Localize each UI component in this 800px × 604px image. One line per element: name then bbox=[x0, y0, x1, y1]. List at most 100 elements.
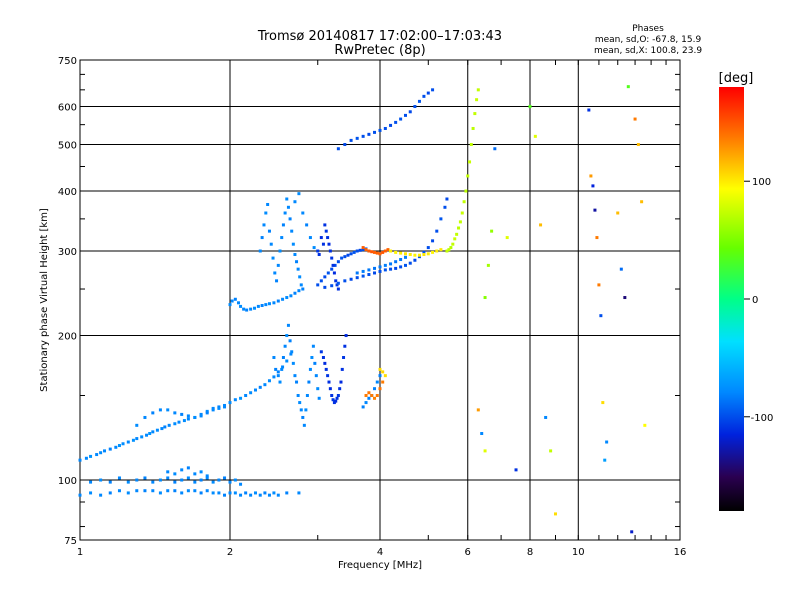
data-point bbox=[155, 428, 159, 432]
data-point bbox=[343, 279, 347, 283]
data-point bbox=[249, 391, 253, 395]
data-point bbox=[361, 246, 365, 250]
data-point bbox=[383, 268, 387, 272]
data-point bbox=[293, 200, 297, 204]
data-point bbox=[321, 356, 325, 359]
data-point bbox=[223, 476, 227, 480]
data-point bbox=[483, 449, 487, 453]
data-point bbox=[177, 420, 181, 424]
data-point bbox=[457, 226, 461, 230]
data-point bbox=[471, 126, 475, 130]
data-point bbox=[338, 387, 342, 391]
data-point bbox=[151, 430, 155, 434]
data-point bbox=[117, 444, 121, 448]
data-point bbox=[361, 274, 365, 278]
data-point bbox=[217, 478, 221, 482]
data-point bbox=[394, 266, 398, 270]
data-point bbox=[364, 394, 368, 398]
data-point bbox=[233, 478, 237, 482]
data-point bbox=[364, 248, 368, 252]
data-point bbox=[370, 394, 374, 398]
data-point bbox=[304, 408, 308, 412]
data-point bbox=[263, 491, 267, 495]
data-point bbox=[89, 480, 93, 484]
data-point bbox=[514, 468, 518, 472]
data-point bbox=[403, 113, 407, 117]
data-point bbox=[417, 99, 421, 103]
data-point bbox=[469, 143, 473, 147]
data-point bbox=[258, 249, 262, 253]
data-point bbox=[375, 394, 379, 398]
data-point bbox=[256, 304, 260, 308]
data-point bbox=[295, 380, 299, 384]
data-point bbox=[163, 425, 167, 429]
data-point bbox=[253, 306, 257, 310]
data-point bbox=[431, 88, 435, 92]
data-point bbox=[199, 470, 203, 474]
data-point bbox=[289, 294, 293, 298]
data-point bbox=[439, 248, 443, 252]
data-point bbox=[549, 449, 553, 453]
data-point bbox=[288, 339, 292, 343]
data-point bbox=[193, 489, 197, 493]
x-tick-label: 4 bbox=[377, 547, 383, 558]
data-point bbox=[643, 423, 647, 427]
data-point bbox=[211, 480, 215, 484]
data-point bbox=[403, 263, 407, 267]
data-point bbox=[223, 493, 227, 497]
data-point bbox=[361, 405, 365, 409]
data-point bbox=[378, 269, 382, 273]
data-point bbox=[544, 415, 548, 419]
colorbar-tick-label: 100 bbox=[752, 177, 771, 188]
data-point bbox=[217, 491, 221, 495]
data-point bbox=[272, 356, 276, 359]
data-point bbox=[205, 489, 209, 493]
data-point bbox=[180, 412, 184, 416]
data-point bbox=[399, 258, 403, 262]
data-point bbox=[126, 491, 130, 495]
x-tick-label: 6 bbox=[465, 547, 471, 558]
data-point bbox=[297, 289, 301, 293]
data-point bbox=[166, 476, 170, 480]
data-point bbox=[317, 396, 321, 400]
x-axis-label: Frequency [MHz] bbox=[338, 560, 422, 571]
data-point bbox=[108, 491, 112, 495]
data-point bbox=[143, 489, 147, 493]
phases-o-line: mean, sd,O: -67.8, 15.9 bbox=[595, 35, 702, 45]
data-point bbox=[335, 283, 339, 287]
data-point bbox=[399, 251, 403, 255]
data-point bbox=[295, 260, 299, 264]
data-point bbox=[619, 267, 623, 271]
data-point bbox=[332, 271, 336, 275]
data-point bbox=[230, 299, 234, 303]
data-point bbox=[313, 361, 317, 365]
data-point bbox=[289, 352, 293, 356]
data-point bbox=[476, 408, 480, 412]
data-point bbox=[630, 530, 634, 534]
data-point bbox=[228, 303, 232, 307]
data-point bbox=[343, 344, 347, 348]
data-point bbox=[269, 242, 273, 246]
data-point bbox=[334, 279, 338, 283]
data-point bbox=[283, 344, 287, 348]
data-point bbox=[281, 365, 285, 369]
data-point bbox=[296, 267, 300, 271]
data-point bbox=[340, 256, 344, 260]
data-point bbox=[158, 478, 162, 482]
chart-subtitle: RwPretec (8p) bbox=[334, 43, 425, 58]
colorbar bbox=[719, 87, 744, 511]
data-point bbox=[262, 223, 266, 227]
data-point bbox=[278, 380, 282, 384]
data-point bbox=[349, 252, 353, 256]
y-axis-ticks: 75 100 200 300 400 500 600 750 bbox=[58, 56, 680, 547]
data-point bbox=[148, 432, 152, 436]
data-point bbox=[528, 105, 532, 109]
data-point bbox=[327, 242, 331, 246]
data-point bbox=[186, 489, 190, 493]
data-point bbox=[274, 367, 278, 371]
data-point bbox=[321, 242, 325, 246]
data-point bbox=[381, 370, 385, 374]
data-point bbox=[276, 493, 280, 497]
data-point bbox=[373, 396, 377, 400]
